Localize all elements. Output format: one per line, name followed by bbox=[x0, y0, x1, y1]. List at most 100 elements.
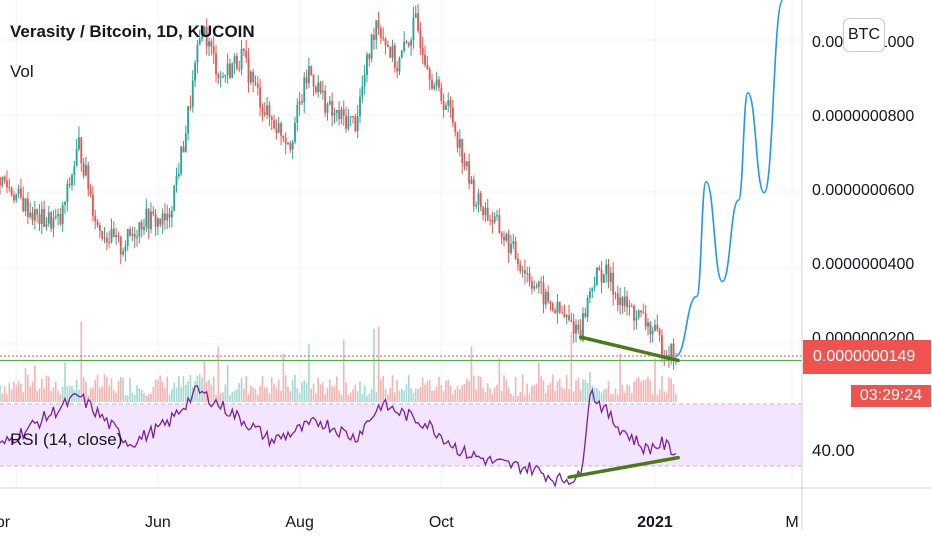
candle-body bbox=[17, 188, 20, 194]
volume-bar bbox=[236, 389, 238, 402]
volume-bar bbox=[526, 383, 529, 402]
volume-bar bbox=[621, 384, 624, 402]
volume-bar bbox=[568, 389, 570, 402]
volume-bar bbox=[598, 390, 601, 402]
candle-body bbox=[240, 48, 243, 70]
candle-body bbox=[407, 43, 410, 46]
volume-bar bbox=[356, 391, 359, 402]
volume-bar bbox=[143, 392, 145, 402]
volume-bar bbox=[112, 390, 115, 402]
candle-body bbox=[530, 281, 533, 289]
volume-bar bbox=[394, 392, 396, 402]
volume-bar bbox=[540, 376, 542, 402]
currency-badge[interactable]: BTC bbox=[843, 18, 885, 52]
candle-body bbox=[145, 208, 148, 228]
candle-body bbox=[289, 143, 292, 150]
volume-bar bbox=[668, 377, 670, 402]
volume-bar bbox=[463, 383, 466, 402]
volume-bar bbox=[117, 380, 120, 402]
volume-bar bbox=[43, 388, 45, 402]
volume-bar bbox=[203, 361, 206, 402]
candle-body bbox=[47, 212, 50, 224]
volume-bar bbox=[670, 378, 673, 402]
candle-body bbox=[317, 82, 320, 93]
volume-bar bbox=[180, 386, 182, 402]
volume-bar bbox=[103, 374, 106, 402]
volume-bar bbox=[663, 391, 666, 402]
volume-bar bbox=[359, 381, 361, 402]
volume-bar bbox=[600, 392, 603, 402]
candle-body bbox=[417, 13, 419, 31]
volume-bar bbox=[370, 389, 373, 402]
volume-bar bbox=[579, 389, 582, 402]
volume-bar bbox=[240, 377, 243, 402]
candle-body bbox=[189, 106, 192, 108]
candle-body bbox=[656, 324, 659, 330]
candle-body bbox=[224, 74, 227, 77]
volume-bar bbox=[115, 392, 117, 402]
candle-body bbox=[24, 198, 27, 212]
candle-body bbox=[328, 101, 331, 105]
candle-body bbox=[273, 120, 275, 129]
volume-bar bbox=[106, 376, 108, 402]
candle-body bbox=[112, 228, 115, 237]
candle-body bbox=[10, 187, 13, 196]
volume-bar bbox=[391, 375, 394, 402]
candle-body bbox=[479, 193, 482, 208]
candle-body bbox=[400, 50, 403, 58]
volume-bar bbox=[317, 377, 320, 402]
candle-body bbox=[349, 116, 352, 118]
candle-body bbox=[345, 115, 347, 129]
candle-body bbox=[173, 185, 176, 211]
volume-bar bbox=[298, 392, 301, 402]
volume-bar bbox=[38, 388, 41, 402]
volume-bar bbox=[15, 385, 18, 402]
candle-body bbox=[619, 297, 622, 306]
time-axis-label: Jun bbox=[145, 514, 171, 531]
volume-bar bbox=[52, 387, 55, 402]
volume-bar bbox=[514, 376, 517, 402]
candle-body bbox=[544, 291, 547, 305]
volume-bar bbox=[187, 381, 189, 402]
candle-body bbox=[31, 212, 34, 221]
candle-body bbox=[363, 75, 366, 87]
candle-body bbox=[426, 64, 429, 70]
candle-body bbox=[64, 202, 66, 206]
candle-body bbox=[410, 40, 413, 46]
volume-bar bbox=[315, 393, 317, 402]
candle-body bbox=[242, 48, 245, 51]
candle-body bbox=[205, 26, 208, 47]
candle-body bbox=[245, 50, 248, 58]
candle-body bbox=[354, 116, 357, 131]
candle-body bbox=[50, 212, 53, 229]
candle-body bbox=[356, 116, 359, 131]
volume-bar bbox=[61, 386, 64, 402]
candle-body bbox=[630, 305, 633, 307]
volume-bar bbox=[477, 376, 480, 402]
candle-body bbox=[584, 313, 587, 317]
candle-body bbox=[598, 267, 601, 270]
volume-bar bbox=[366, 395, 368, 402]
candle-body bbox=[324, 90, 327, 113]
volume-bar bbox=[549, 383, 552, 402]
projection-curve bbox=[675, 0, 784, 357]
volume-bar bbox=[252, 387, 254, 402]
volume-bar bbox=[398, 390, 401, 402]
volume-bar bbox=[157, 379, 159, 402]
candle-body bbox=[558, 301, 561, 313]
volume-bar bbox=[194, 380, 196, 402]
candle-body bbox=[342, 109, 345, 116]
volume-bar bbox=[152, 386, 155, 402]
volume-bar bbox=[92, 387, 94, 402]
candle-body bbox=[310, 66, 313, 75]
candle-body bbox=[249, 71, 252, 83]
volume-bar bbox=[626, 384, 628, 402]
volume-bar bbox=[591, 385, 594, 402]
candle-body bbox=[98, 225, 101, 232]
candle-body bbox=[231, 63, 234, 78]
volume-bar bbox=[445, 380, 447, 402]
candle-body bbox=[180, 146, 183, 174]
candle-body bbox=[187, 106, 190, 134]
candle-body bbox=[331, 101, 334, 116]
